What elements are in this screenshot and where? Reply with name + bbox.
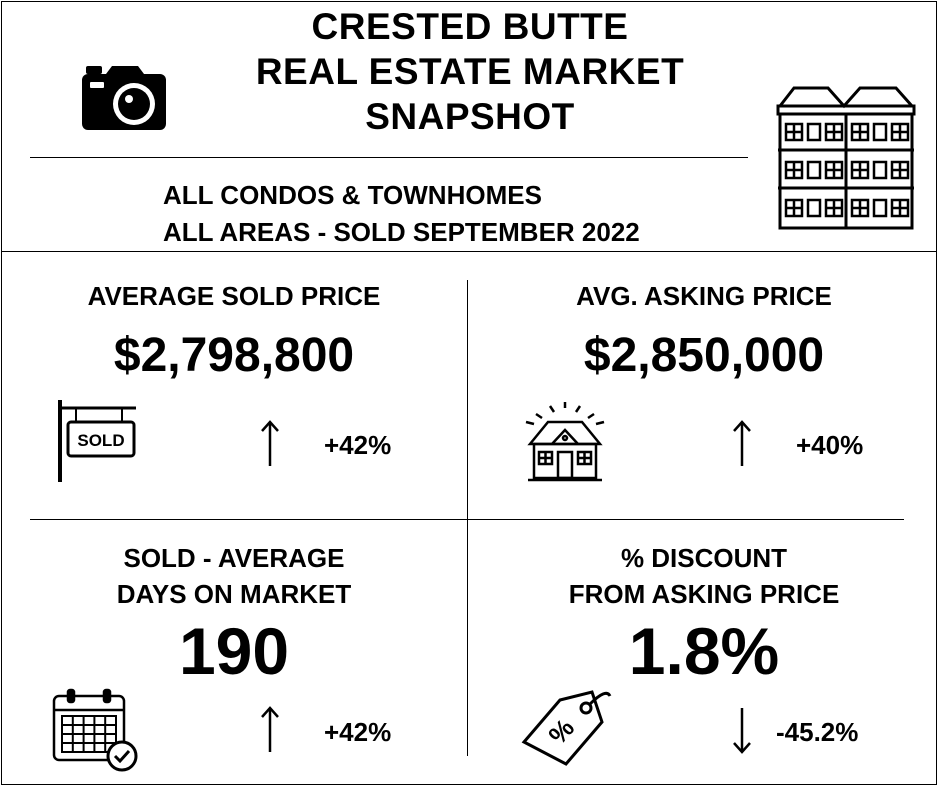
price-tag-icon: %: [521, 690, 612, 766]
stat-label-line-1: % DISCOUNT: [620, 543, 788, 573]
stat-change: +40%: [796, 430, 864, 460]
stat-value: 1.8%: [628, 614, 780, 688]
stat-value: $2,850,000: [583, 329, 825, 382]
title-line-2: REAL ESTATE MARKET: [255, 51, 685, 92]
arrow-down-icon: [733, 708, 751, 754]
header-divider: [1, 251, 937, 252]
stat-change: +42%: [324, 717, 392, 747]
stat-label-line-2: DAYS ON MARKET: [116, 579, 352, 609]
stat-value: $2,798,800: [113, 329, 355, 382]
page-title: CRESTED BUTTE REAL ESTATE MARKET SNAPSHO…: [230, 4, 710, 139]
grid-vertical-divider-bottom: [467, 520, 468, 756]
stat-change: +42%: [324, 430, 392, 460]
stat-label: AVERAGE SOLD PRICE: [87, 281, 381, 311]
sold-sign-icon: SOLD: [58, 400, 136, 482]
townhome-building-icon: [776, 86, 916, 230]
subtitle-property-type: ALL CONDOS & TOWNHOMES: [163, 180, 542, 210]
camera-icon: [82, 66, 166, 130]
grid-vertical-divider-top: [467, 280, 468, 520]
tag-percent-text: %: [542, 713, 580, 750]
calendar-check-icon: [52, 688, 138, 772]
sold-sign-text: SOLD: [77, 431, 124, 450]
arrow-up-icon: [733, 420, 751, 466]
title-line-1: CRESTED BUTTE: [311, 6, 629, 47]
stat-label-line-2: FROM ASKING PRICE: [568, 579, 840, 609]
stat-label-line-1: SOLD - AVERAGE: [123, 543, 345, 573]
house-icon: [525, 402, 605, 482]
subtitle-area-period: ALL AREAS - SOLD SEPTEMBER 2022: [163, 217, 640, 247]
stat-label: AVG. ASKING PRICE: [576, 281, 832, 311]
arrow-up-icon: [261, 420, 279, 466]
title-line-3: SNAPSHOT: [365, 96, 575, 137]
stat-value: 190: [178, 614, 290, 688]
title-rule: [30, 157, 748, 158]
grid-horizontal-divider: [30, 519, 904, 520]
arrow-up-icon: [261, 706, 279, 752]
stat-change: -45.2%: [776, 717, 859, 747]
